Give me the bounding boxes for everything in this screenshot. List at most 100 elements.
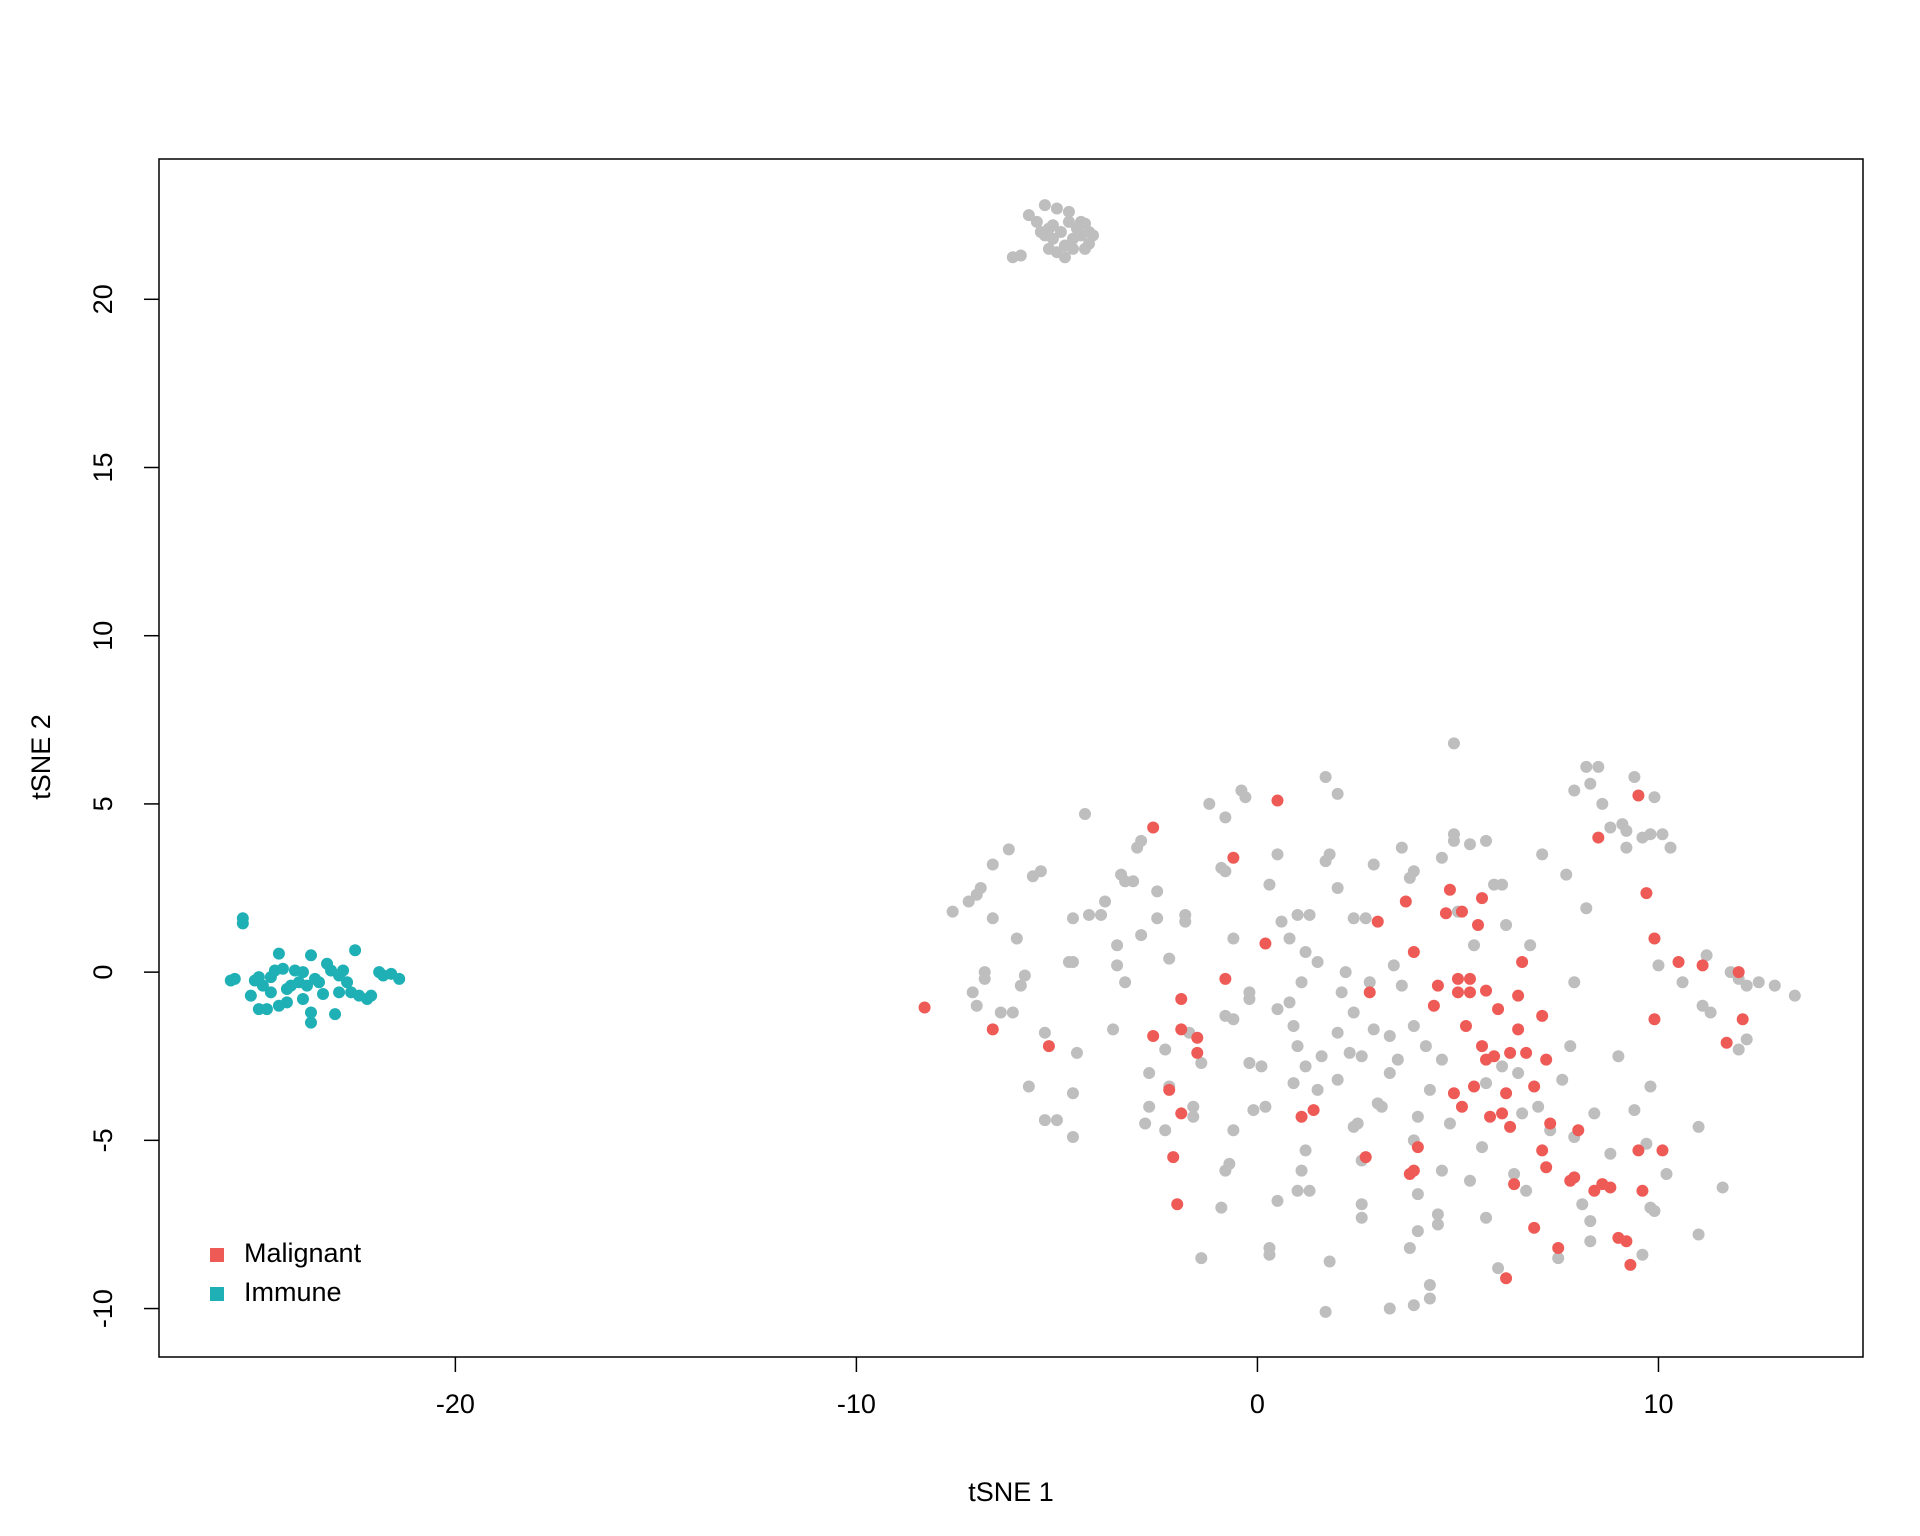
y-tick-label: 20: [88, 284, 118, 314]
point: [1191, 1046, 1204, 1059]
point: [1636, 1184, 1649, 1197]
point: [986, 912, 999, 925]
point: [1355, 1198, 1368, 1211]
point: [304, 1016, 317, 1029]
point: [1512, 989, 1525, 1002]
point: [1006, 1006, 1019, 1019]
point: [1732, 966, 1745, 979]
point: [365, 989, 378, 1002]
point: [1359, 1151, 1372, 1164]
point: [1496, 878, 1509, 891]
point: [1636, 1248, 1649, 1261]
point: [1552, 1241, 1565, 1254]
point: [304, 1006, 317, 1019]
point: [1516, 1107, 1529, 1120]
point: [1151, 885, 1164, 898]
point: [1407, 1019, 1420, 1032]
point: [1311, 956, 1324, 969]
point: [1143, 1067, 1156, 1080]
point: [1480, 1211, 1493, 1224]
point: [1187, 1100, 1200, 1113]
point: [1219, 1009, 1232, 1022]
point: [1596, 797, 1609, 810]
point: [1732, 1043, 1745, 1056]
point: [1480, 984, 1493, 997]
y-tick-label: 0: [88, 965, 118, 980]
point: [1303, 1184, 1316, 1197]
point: [1620, 841, 1633, 854]
point: [1512, 1023, 1525, 1036]
point: [946, 905, 959, 918]
point: [236, 917, 249, 930]
point: [1467, 939, 1480, 952]
point: [1167, 1151, 1180, 1164]
y-tick-label: -10: [88, 1289, 118, 1328]
point: [1042, 1040, 1055, 1053]
point: [1736, 1013, 1749, 1026]
point: [1431, 1208, 1444, 1221]
point: [1139, 1117, 1152, 1130]
point: [1239, 791, 1252, 804]
point: [1014, 979, 1027, 992]
point: [1520, 1184, 1533, 1197]
point: [1704, 1006, 1717, 1019]
point: [1648, 1013, 1661, 1026]
point: [962, 895, 975, 908]
point: [333, 969, 346, 982]
point: [1259, 937, 1272, 950]
point: [1407, 1164, 1420, 1177]
point: [1171, 1198, 1184, 1211]
point: [1315, 1050, 1328, 1063]
point: [1568, 976, 1581, 989]
x-tick-label: 0: [1250, 1389, 1265, 1419]
point: [1455, 905, 1468, 918]
point: [1359, 912, 1372, 925]
point: [1159, 1124, 1172, 1137]
point: [1568, 1171, 1581, 1184]
point: [1066, 242, 1079, 255]
point: [1219, 1164, 1232, 1177]
point: [1066, 912, 1079, 925]
point: [284, 979, 297, 992]
point: [1580, 902, 1593, 915]
point: [1195, 1056, 1208, 1069]
point: [1411, 1225, 1424, 1238]
point: [1010, 932, 1023, 945]
point: [1512, 1067, 1525, 1080]
point: [1343, 1046, 1356, 1059]
point: [1584, 1235, 1597, 1248]
point: [1107, 1023, 1120, 1036]
point: [1640, 1137, 1653, 1150]
point: [1307, 1104, 1320, 1117]
point: [1411, 1110, 1424, 1123]
point: [986, 1023, 999, 1036]
point: [1367, 1023, 1380, 1036]
point: [1648, 932, 1661, 945]
point: [1319, 771, 1332, 784]
point: [1022, 209, 1035, 222]
point: [1291, 908, 1304, 921]
point: [1463, 986, 1476, 999]
point: [1034, 865, 1047, 878]
point: [1175, 1023, 1188, 1036]
point: [1387, 959, 1400, 972]
legend-label: Malignant: [244, 1238, 362, 1268]
point: [1463, 1174, 1476, 1187]
point: [1383, 1302, 1396, 1315]
point: [1423, 1292, 1436, 1305]
point: [1099, 895, 1112, 908]
point: [1592, 831, 1605, 844]
point: [1066, 1087, 1079, 1100]
point: [1411, 1141, 1424, 1154]
point: [296, 966, 309, 979]
point: [1716, 1181, 1729, 1194]
point: [1496, 1060, 1509, 1073]
point: [1355, 1211, 1368, 1224]
point: [1556, 1073, 1569, 1086]
y-tick-label: -5: [88, 1128, 118, 1152]
point: [1536, 848, 1549, 861]
point: [1500, 1272, 1513, 1285]
point: [1476, 1040, 1489, 1053]
point: [309, 972, 322, 985]
